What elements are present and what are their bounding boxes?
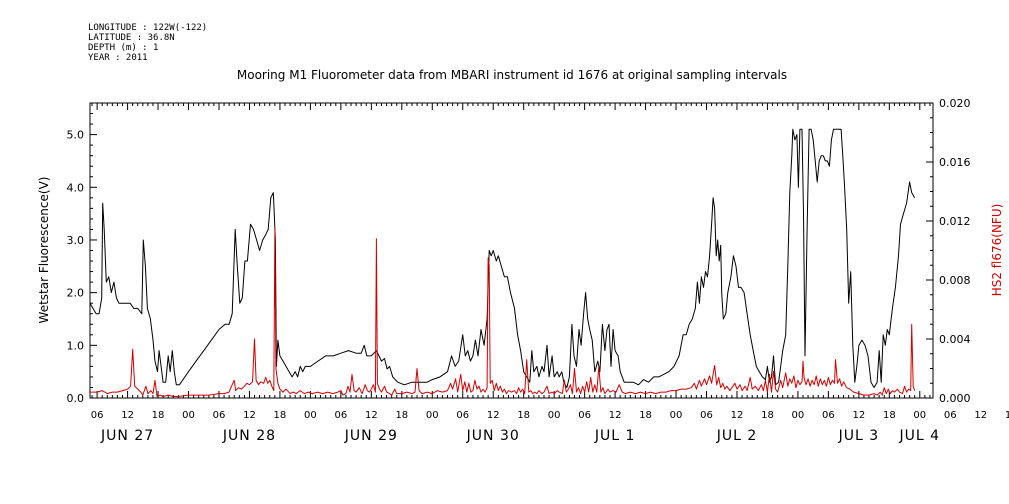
hour-tick-label: 12	[609, 410, 622, 421]
hour-tick-label: 18	[1005, 410, 1009, 421]
hour-tick-label: 00	[913, 410, 926, 421]
right-y-axis: 0.000 0.004 0.008 0.012 0.016 0.020	[926, 97, 971, 405]
series-line-hs2	[90, 227, 916, 397]
hour-tick-label: 18	[274, 410, 287, 421]
right-tick-label: 0.000	[939, 392, 971, 405]
y-axis-label-right: HS2 fl676(NFU)	[990, 204, 1004, 297]
hour-tick-label: 18	[517, 410, 530, 421]
left-tick-label: 3.0	[67, 234, 85, 247]
hour-tick-label: 06	[456, 410, 469, 421]
right-tick-label: 0.008	[939, 274, 971, 287]
left-tick-label: 0.0	[67, 392, 85, 405]
chart-title: Mooring M1 Fluorometer data from MBARI i…	[237, 68, 787, 82]
hour-tick-label: 06	[944, 410, 957, 421]
day-label: JUL 1	[594, 428, 636, 444]
hour-tick-label: 12	[121, 410, 134, 421]
meta-latitude: LATITUDE : 36.8N	[88, 33, 175, 43]
hour-tick-label: 12	[243, 410, 256, 421]
left-tick-label: 5.0	[67, 129, 85, 142]
hour-tick-label: 06	[700, 410, 713, 421]
right-tick-label: 0.012	[939, 215, 971, 228]
series-line-wetstar	[89, 128, 916, 388]
hour-tick-label: 00	[548, 410, 561, 421]
day-label: JUN 30	[466, 428, 520, 444]
left-tick-label: 2.0	[67, 287, 85, 300]
day-label: JUN 28	[222, 428, 276, 444]
hour-tick-label: 12	[487, 410, 500, 421]
hour-tick-label: 12	[731, 410, 744, 421]
day-label: JUN 27	[100, 428, 154, 444]
hour-tick-label: 00	[304, 410, 317, 421]
hour-tick-label: 12	[365, 410, 378, 421]
day-label: JUL 3	[838, 428, 880, 444]
time-axis: 06 12 18 00 06 12 18 00 06 12 18 00 06 12 18 00 06 12 18 00…	[91, 103, 1009, 444]
hour-tick-label: 18	[152, 410, 165, 421]
meta-longitude: LONGITUDE : 122W(-122)	[88, 23, 207, 33]
hour-tick-label: 00	[182, 410, 195, 421]
day-label: JUL 4	[899, 428, 941, 444]
hour-tick-label: 18	[761, 410, 774, 421]
hour-tick-label: 18	[883, 410, 896, 421]
hour-tick-label: 00	[670, 410, 683, 421]
hour-tick-label: 06	[213, 410, 226, 421]
meta-year: YEAR : 2011	[88, 53, 148, 63]
day-label: JUN 29	[344, 428, 398, 444]
hour-tick-label: 06	[822, 410, 835, 421]
hour-tick-label: 06	[578, 410, 591, 421]
series-layer	[89, 128, 916, 397]
hour-tick-label: 12	[974, 410, 987, 421]
left-tick-label: 4.0	[67, 181, 85, 194]
hour-tick-label: 12	[852, 410, 865, 421]
left-tick-label: 1.0	[67, 339, 85, 352]
hour-tick-label: 06	[335, 410, 348, 421]
hour-tick-label: 00	[792, 410, 805, 421]
y-axis-label-left: Wetstar Fluorescence(V)	[37, 177, 51, 324]
meta-depth: DEPTH (m) : 1	[88, 43, 158, 53]
day-label: JUL 2	[716, 428, 758, 444]
hour-tick-label: 18	[395, 410, 408, 421]
hour-tick-label: 06	[91, 410, 104, 421]
hour-tick-label: 18	[639, 410, 652, 421]
right-tick-label: 0.004	[939, 333, 971, 346]
hour-tick-label: 00	[426, 410, 439, 421]
right-tick-label: 0.020	[939, 97, 971, 110]
left-y-axis: 0.0 1.0 2.0 3.0 4.0 5.0	[67, 113, 97, 405]
right-tick-label: 0.016	[939, 156, 971, 169]
